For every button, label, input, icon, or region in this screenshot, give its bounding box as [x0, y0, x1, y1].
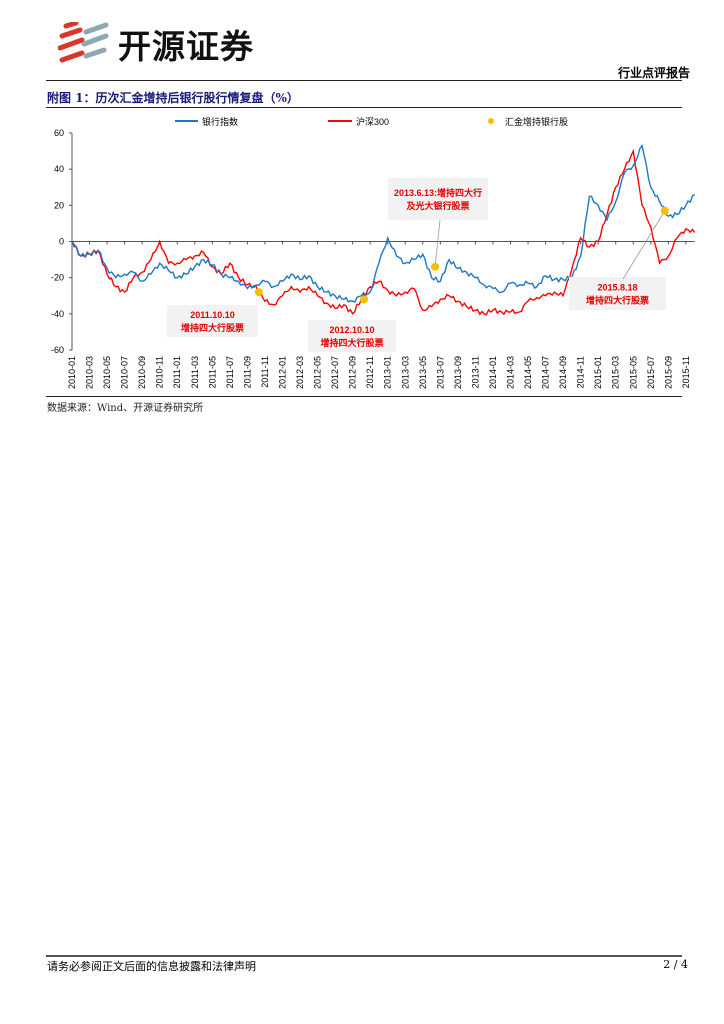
x-tick-label: 2012-05 — [313, 356, 323, 389]
series-bank-line — [71, 144, 696, 303]
x-tick-label: 2012-03 — [295, 356, 305, 389]
x-tick-label: 2010-05 — [102, 356, 112, 389]
y-tick-label: -60 — [51, 345, 64, 355]
x-tick-label: 2013-09 — [453, 356, 463, 389]
footer-divider — [46, 955, 682, 957]
x-tick-label: 2014-11 — [576, 356, 586, 388]
annotation-text: 增持四大行股票 — [320, 337, 383, 348]
x-tick-label: 2014-03 — [506, 356, 516, 389]
page-number: 2 / 4 — [663, 958, 688, 971]
annotation-text: 增持四大行股票 — [586, 295, 649, 306]
annotation-date: 2012.10.10 — [329, 325, 374, 335]
x-tick-label: 2015-01 — [593, 356, 603, 389]
event-annotation: 2011.10.10 增持四大行股票 — [167, 288, 263, 337]
annotation-date: 2015.8.18 — [597, 283, 637, 293]
report-type: 行业点评报告 — [617, 66, 690, 80]
x-tick-label: 2013-07 — [435, 356, 445, 389]
header-divider — [46, 80, 682, 81]
event-marker — [254, 288, 263, 297]
x-tick-label: 2010-09 — [137, 356, 147, 389]
event-annotation: 2015.8.18 增持四大行股票 — [569, 206, 669, 310]
x-tick-label: 2012-11 — [365, 356, 375, 388]
x-tick-label: 2015-09 — [663, 356, 673, 389]
figure-title: 附图 1：历次汇金增持后银行股行情复盘（%） — [47, 91, 299, 105]
y-tick-label: 0 — [59, 237, 64, 247]
x-tick-label: 2010-11 — [155, 356, 165, 388]
annotation-date: 2013.6.13:增持四大行 — [394, 187, 482, 198]
legend-marker-swatch — [488, 118, 494, 124]
x-tick-label: 2014-09 — [558, 356, 568, 389]
x-tick-label: 2012-09 — [348, 356, 358, 389]
x-tick-label: 2013-05 — [418, 356, 428, 389]
x-tick-label: 2010-07 — [120, 356, 130, 389]
leader-line — [622, 210, 666, 280]
x-tick-label: 2013-11 — [470, 356, 480, 388]
legend-marker-label: 汇金增持银行股 — [505, 116, 568, 127]
y-tick-label: 20 — [54, 200, 64, 210]
annotation-text: 及光大银行股票 — [406, 200, 469, 211]
x-tick-label: 2013-03 — [400, 356, 410, 389]
x-tick-label: 2011-07 — [225, 356, 235, 388]
x-tick-label: 2015-05 — [628, 356, 638, 389]
legend-hs300-label: 沪深300 — [356, 116, 389, 127]
x-tick-label: 2015-03 — [611, 356, 621, 389]
x-tick-label: 2011-05 — [207, 356, 217, 388]
annotation-text: 增持四大行股票 — [181, 322, 244, 333]
y-tick-label: -40 — [51, 309, 64, 319]
footer-disclaimer: 请务必参阅正文后面的信息披露和法律声明 — [47, 960, 256, 973]
series-hs300-line — [71, 148, 696, 316]
figure-source: 数据来源：Wind、开源证券研究所 — [47, 403, 204, 414]
x-tick-label: 2010-01 — [67, 356, 77, 389]
legend: 银行指数 沪深300 汇金增持银行股 — [175, 116, 568, 127]
x-tick-label: 2011-11 — [260, 356, 270, 388]
x-tick-label: 2014-05 — [523, 356, 533, 389]
annotation-date: 2011.10.10 — [190, 310, 235, 320]
annotation-box — [569, 277, 666, 310]
event-marker — [660, 206, 669, 215]
title-divider — [46, 107, 682, 108]
y-tick-label: 40 — [54, 164, 64, 174]
x-tick-label: 2013-01 — [383, 356, 393, 389]
y-tick-label: -20 — [51, 273, 64, 283]
x-tick-label: 2012-07 — [330, 356, 340, 389]
x-tick-label: 2014-01 — [488, 356, 498, 389]
legend-bank-label: 银行指数 — [202, 116, 238, 127]
event-marker — [360, 295, 369, 304]
x-tick-label: 2010-03 — [85, 356, 95, 389]
event-annotation: 2012.10.10 增持四大行股票 — [308, 295, 396, 352]
x-tick-label: 2011-09 — [242, 356, 252, 388]
x-tick-label: 2011-01 — [172, 356, 182, 388]
event-marker — [431, 262, 440, 271]
chart: 银行指数 沪深300 汇金增持银行股 6040200-20-40-602010-… — [51, 116, 696, 389]
x-tick-label: 2015-07 — [646, 356, 656, 389]
annotation-box — [167, 305, 258, 337]
chart-bottom-divider — [46, 396, 682, 397]
x-tick-label: 2015-11 — [681, 356, 691, 388]
x-tick-label: 2014-07 — [541, 356, 551, 389]
y-tick-label: 60 — [54, 128, 64, 138]
logo-mark — [58, 22, 109, 63]
annotation-box — [308, 320, 396, 352]
leader-line — [434, 219, 441, 267]
annotation-box — [388, 178, 488, 220]
x-tick-label: 2011-03 — [190, 356, 200, 388]
logo-text: 开源证券 — [118, 27, 254, 66]
x-tick-label: 2012-01 — [277, 356, 287, 389]
